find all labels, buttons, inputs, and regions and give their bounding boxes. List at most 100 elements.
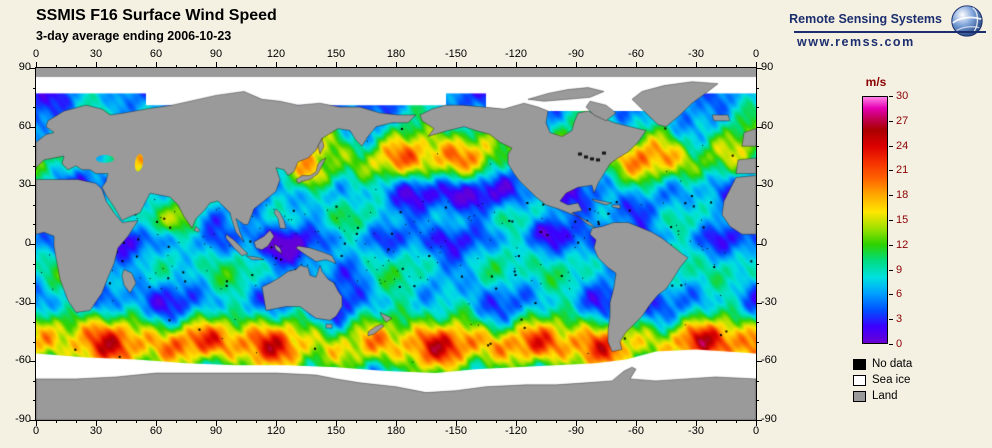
colorbar-tick-label: 18	[896, 189, 909, 202]
lon-tick	[396, 62, 397, 68]
lon-tick	[76, 420, 77, 423]
colorbar-tick	[889, 120, 893, 122]
lon-tick	[356, 65, 357, 68]
colorbar-tick	[889, 145, 893, 147]
lon-tick	[516, 62, 517, 68]
lon-tick	[236, 65, 237, 68]
lat-tick	[30, 361, 36, 363]
lat-tick	[756, 68, 762, 69]
lat-tick-label: -60	[761, 354, 777, 367]
lat-tick	[30, 302, 36, 304]
lat-tick	[756, 146, 759, 148]
brand-name: Remote Sensing Systems	[789, 12, 942, 26]
lon-tick-label: -120	[504, 425, 528, 437]
lat-tick	[33, 400, 36, 402]
lon-tick	[256, 420, 257, 423]
lon-tick-label: 0	[752, 425, 760, 437]
colorbar-tick-label: 24	[896, 139, 909, 152]
lon-tick	[416, 420, 417, 423]
lat-tick	[756, 165, 759, 167]
lon-tick	[536, 65, 537, 68]
lon-tick	[576, 420, 577, 426]
lon-tick	[516, 420, 517, 426]
colorbar-unit-label: m/s	[865, 75, 887, 89]
lat-tick	[33, 263, 36, 265]
lon-tick	[196, 420, 197, 423]
lat-tick	[756, 185, 762, 187]
lon-tick-label: -120	[504, 48, 528, 60]
lat-tick	[33, 224, 36, 226]
map-frame: 0 0 30 30 60 60 90 90 120 120 150 150 180 180 -150 -150…	[15, 48, 777, 437]
lon-tick-label: -150	[444, 425, 468, 437]
colorbar-tick	[889, 220, 893, 221]
lon-tick-label: -30	[688, 48, 704, 60]
brand-url-link[interactable]: www.remss.com	[797, 35, 915, 49]
lon-tick	[456, 420, 457, 426]
lon-tick	[696, 420, 697, 426]
lat-tick	[33, 341, 36, 343]
page-title: SSMIS F16 Surface Wind Speed	[36, 7, 277, 24]
lon-tick-label: 30	[89, 48, 103, 60]
lat-tick	[756, 400, 759, 402]
lon-tick-label: 120	[266, 425, 286, 437]
lon-tick	[436, 65, 437, 68]
lon-tick	[596, 65, 597, 68]
lon-tick-label: -60	[628, 48, 644, 60]
lon-tick	[376, 65, 377, 68]
lon-tick	[536, 420, 537, 423]
lon-tick-label: -30	[688, 425, 704, 437]
lon-tick-label: -90	[568, 425, 584, 437]
lat-tick	[756, 420, 762, 421]
colorbar-tick-label: 0	[896, 338, 903, 350]
lon-tick	[396, 420, 397, 426]
lat-tick	[756, 126, 762, 128]
lat-tick-label: 90	[18, 61, 31, 73]
colorbar-tick-label: 30	[896, 90, 909, 102]
lat-tick-label: 60	[761, 119, 774, 132]
lat-tick	[756, 302, 762, 304]
lon-tick	[496, 420, 497, 423]
lon-tick	[156, 62, 157, 68]
lon-tick	[316, 65, 317, 68]
colorbar-tick	[889, 96, 893, 97]
lat-tick	[756, 380, 759, 382]
lat-tick	[33, 283, 36, 285]
lat-tick	[756, 263, 759, 265]
lon-tick	[476, 420, 477, 423]
lon-tick	[216, 420, 217, 426]
lon-tick	[716, 420, 717, 423]
lon-tick	[636, 62, 637, 68]
colorbar-tick	[889, 269, 893, 271]
lon-tick	[576, 62, 577, 68]
lon-tick	[156, 420, 157, 426]
lon-tick-label: -60	[628, 425, 644, 437]
lon-tick	[436, 420, 437, 423]
lat-tick-label: 30	[18, 178, 31, 191]
legend-item: Land	[853, 388, 912, 404]
lon-tick-label: 60	[149, 48, 163, 60]
lon-tick	[596, 420, 597, 423]
colorbar-tick-label: 9	[896, 263, 903, 276]
lon-tick	[736, 65, 737, 68]
lat-tick-label: 0	[761, 237, 768, 249]
lon-tick	[96, 420, 97, 426]
lat-tick	[33, 146, 36, 148]
lon-tick	[296, 65, 297, 68]
lat-tick-label: -30	[761, 295, 777, 308]
lon-tick	[176, 65, 177, 68]
wind-map-canvas	[36, 68, 756, 420]
brand-rule	[794, 31, 986, 33]
lon-tick	[116, 65, 117, 68]
legend-label: No data	[872, 358, 913, 370]
lon-tick	[756, 62, 757, 68]
lat-tick-label: -90	[15, 413, 31, 425]
lat-tick-label: 30	[761, 178, 774, 191]
colorbar-gradient	[862, 96, 888, 344]
legend-swatch	[853, 358, 866, 370]
legend-swatch	[853, 374, 866, 386]
lon-tick	[76, 65, 77, 68]
lat-tick	[30, 68, 36, 69]
lat-tick	[33, 322, 36, 324]
colorbar-tick-label: 12	[896, 238, 909, 251]
legend-label: Sea ice	[872, 374, 911, 386]
